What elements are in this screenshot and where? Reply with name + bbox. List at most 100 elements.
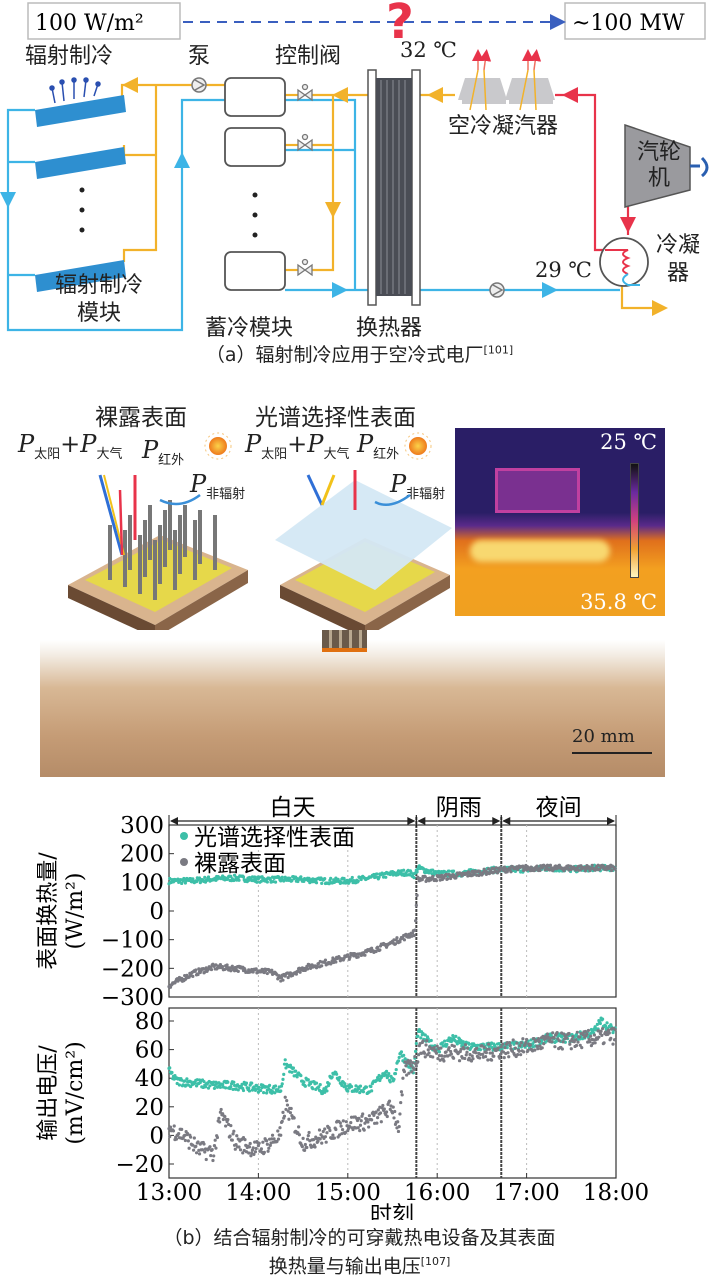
- data-point-bare: [372, 1113, 376, 1118]
- data-point-bare: [210, 1147, 214, 1152]
- data-point-selective: [185, 1077, 189, 1081]
- data-point-bare: [420, 878, 424, 882]
- data-point-bare: [597, 1035, 601, 1039]
- data-point-bare: [535, 864, 539, 868]
- data-point-bare: [321, 1129, 325, 1134]
- data-point-bare: [440, 1054, 444, 1058]
- scale-bar-label: 20 mm: [572, 726, 635, 747]
- data-point-bare: [218, 962, 223, 967]
- data-point-bare: [328, 1128, 332, 1133]
- data-point-selective: [413, 1049, 418, 1053]
- data-point-selective: [184, 1083, 188, 1087]
- data-point-bare: [203, 1150, 207, 1154]
- data-point-bare: [194, 1144, 198, 1148]
- data-point-bare: [391, 1105, 395, 1109]
- data-point-bare: [545, 1032, 550, 1036]
- data-point-bare: [402, 1069, 407, 1074]
- data-point-bare: [395, 936, 399, 940]
- data-point-bare: [259, 1147, 263, 1151]
- data-point-bare: [209, 1153, 213, 1158]
- data-point-bare: [509, 870, 513, 874]
- data-point-bare: [423, 875, 427, 879]
- data-point-selective: [384, 1069, 389, 1073]
- bare-surface-device: [68, 474, 248, 630]
- data-point-selective: [415, 870, 419, 874]
- condenser: [599, 237, 649, 287]
- data-point-bare: [297, 1125, 301, 1129]
- data-point-bare: [580, 1046, 584, 1050]
- sub-ir: 红外: [158, 452, 185, 468]
- data-point-bare: [376, 1108, 380, 1112]
- period-label: 夜间: [536, 795, 582, 821]
- data-point-bare: [446, 877, 450, 881]
- bare-nonrad-term: P非辐射: [190, 470, 245, 502]
- data-point-bare: [232, 1129, 236, 1133]
- data-point-bare: [177, 1131, 181, 1136]
- storage-modules: [224, 77, 286, 291]
- data-point-bare: [592, 1033, 596, 1037]
- data-point-bare: [434, 1048, 438, 1053]
- y-tick-label: 300: [120, 813, 164, 839]
- data-point-bare: [411, 1061, 415, 1065]
- data-point-bare: [414, 1064, 418, 1068]
- data-point-bare: [575, 1030, 579, 1034]
- data-point-selective: [241, 875, 246, 879]
- data-point-bare: [538, 868, 542, 873]
- x-tick-label: 16:00: [404, 1180, 470, 1206]
- x-tick-label: 13:00: [136, 1180, 202, 1206]
- data-point-bare: [518, 1044, 522, 1048]
- data-point-selective: [264, 1091, 269, 1095]
- data-point-selective: [595, 1022, 599, 1026]
- data-point-selective: [208, 1084, 212, 1088]
- data-point-bare: [297, 1133, 301, 1137]
- data-point-selective: [250, 875, 255, 879]
- data-point-bare: [578, 1043, 582, 1047]
- data-point-selective: [265, 880, 269, 884]
- data-point-bare: [599, 1029, 603, 1033]
- data-point-selective: [206, 1086, 211, 1090]
- data-point-bare: [487, 867, 491, 871]
- y-tick-label: 200: [120, 842, 164, 868]
- data-point-bare: [223, 1114, 227, 1119]
- arrowhead-right-icon: [492, 817, 501, 825]
- data-point-selective: [343, 1082, 347, 1086]
- data-point-bare: [317, 1128, 322, 1132]
- p-symbol: P: [80, 430, 97, 458]
- heat-exchanger: [367, 69, 421, 306]
- data-point-selective: [229, 874, 233, 879]
- data-point-bare: [281, 978, 285, 982]
- data-point-bare: [532, 1037, 536, 1041]
- data-point-selective: [294, 1069, 298, 1073]
- data-point-bare: [502, 1056, 506, 1060]
- data-point-bare: [488, 1051, 492, 1055]
- sub-nonrad: 非辐射: [206, 486, 246, 502]
- caption-b: （b）结合辐射制冷的可穿戴热电设备及其表面 换热量与输出电压[107]: [0, 1226, 719, 1278]
- legend-marker-bare: [180, 858, 188, 866]
- data-point-selective: [429, 1038, 433, 1043]
- plus: +: [60, 430, 81, 458]
- x-tick-label: 18:00: [583, 1180, 649, 1206]
- data-point-bare: [526, 1048, 530, 1052]
- data-point-selective: [419, 1036, 423, 1040]
- period-label: 白天: [270, 795, 316, 821]
- data-point-selective: [290, 1070, 294, 1074]
- data-point-bare: [298, 970, 302, 974]
- steam-line: [555, 93, 630, 252]
- data-point-bare: [251, 970, 255, 974]
- data-point-bare: [565, 1036, 569, 1040]
- thermal-color-scale: [630, 463, 639, 578]
- air-condenser: [458, 78, 555, 104]
- data-point-bare: [507, 1041, 512, 1045]
- data-point-bare: [498, 1052, 503, 1057]
- data-point-bare: [344, 1120, 348, 1124]
- data-point-selective: [445, 1042, 449, 1047]
- data-point-bare: [434, 879, 439, 883]
- arrowhead-left-icon: [170, 817, 178, 825]
- data-point-selective: [384, 875, 388, 879]
- data-point-bare: [506, 1051, 510, 1055]
- data-point-selective: [232, 1080, 236, 1084]
- data-point-selective: [202, 1079, 206, 1084]
- data-point-selective: [247, 1089, 252, 1093]
- data-point-selective: [417, 864, 421, 868]
- legend-marker-selective: [180, 832, 188, 840]
